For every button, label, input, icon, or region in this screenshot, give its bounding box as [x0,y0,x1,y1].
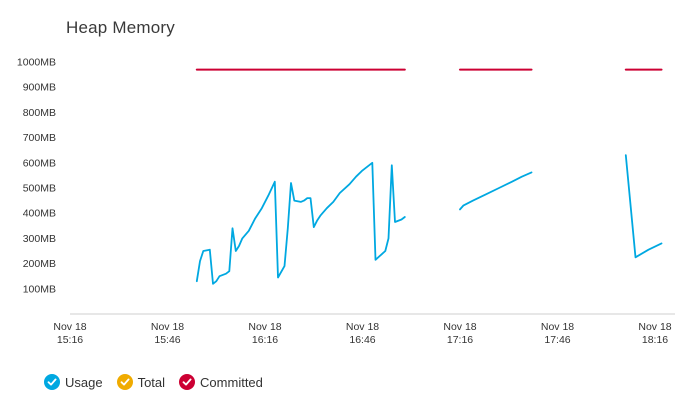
heap-memory-chart: 100MB 200MB 300MB 400MB 500MB 600MB 700MB 800MB… [17,57,675,346]
x-tick-label: Nov 18 [541,321,574,333]
x-tick-label: 17:46 [544,334,570,346]
x-tick-label: 16:16 [252,334,278,346]
y-axis: 100MB 200MB 300MB 400MB 500MB 600MB 700MB 800MB… [17,57,56,296]
x-tick-label: Nov 18 [151,321,184,333]
x-tick-label: Nov 18 [346,321,379,333]
legend-item-usage[interactable]: Usage [44,374,103,390]
y-tick-label: 100MB [23,283,56,295]
y-tick-label: 1000MB [17,57,56,69]
checkmark-icon [179,374,196,390]
y-tick-label: 900MB [23,82,56,94]
series-line-usage [195,161,406,285]
x-tick-label: 15:16 [57,334,83,346]
legend-label: Usage [65,374,103,390]
x-tick-label: 15:46 [154,334,180,346]
y-tick-label: 200MB [23,258,56,270]
series-layer [195,68,663,285]
legend-item-total[interactable]: Total [116,374,166,390]
legend-item-committed[interactable]: Committed [179,374,263,390]
x-tick-label: 18:16 [642,334,668,346]
series-line-usage [624,154,663,259]
y-tick-label: 300MB [23,233,56,245]
x-tick-label: Nov 18 [638,321,671,333]
x-tick-label: Nov 18 [53,321,86,333]
x-tick-label: Nov 18 [443,321,476,333]
legend-label: Committed [200,374,263,390]
legend-label: Total [137,374,166,390]
x-tick-label: Nov 18 [248,321,281,333]
legend: Usage Total Committed [44,374,263,390]
chart-title: Heap Memory [66,18,175,37]
y-tick-label: 700MB [23,132,56,144]
checkmark-icon [44,374,60,390]
y-tick-label: 400MB [23,208,56,220]
x-tick-label: 16:46 [349,334,375,346]
y-tick-label: 500MB [23,183,56,195]
series-line-usage [459,171,533,211]
y-tick-label: 600MB [23,157,56,169]
checkmark-icon [116,374,133,390]
x-tick-label: 17:16 [447,334,473,346]
series-usage [195,154,663,285]
y-tick-label: 800MB [23,107,56,119]
